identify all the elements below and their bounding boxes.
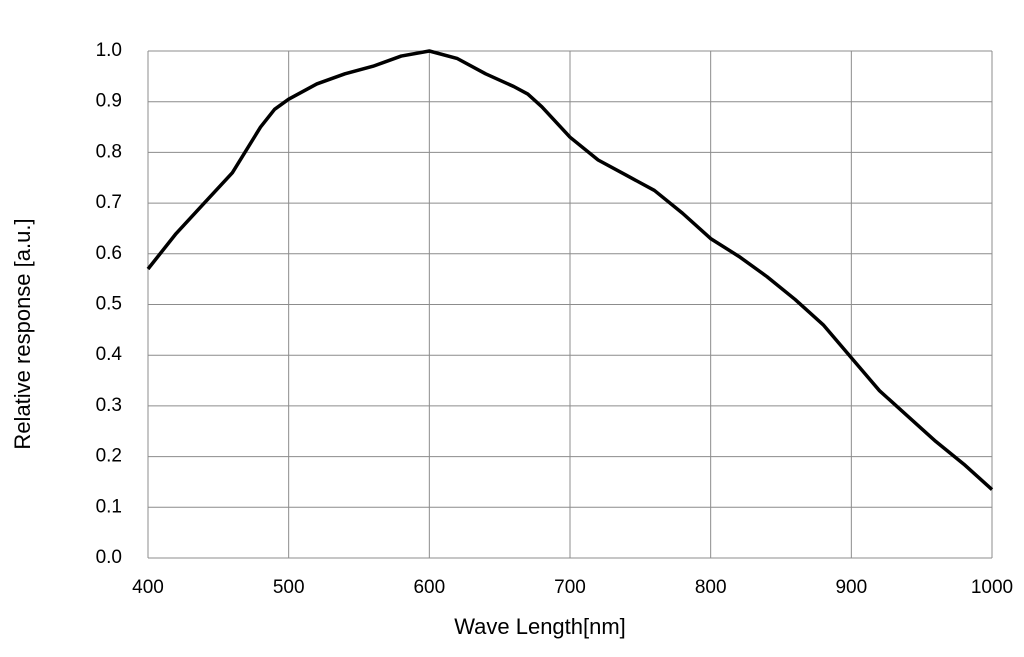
- y-tick-label: 1.0: [96, 40, 122, 61]
- y-tick-label: 0.5: [96, 294, 122, 315]
- y-tick-label: 0.4: [96, 344, 123, 365]
- y-tick-label: 0.2: [96, 446, 122, 467]
- x-axis-title: Wave Length[nm]: [454, 614, 626, 639]
- x-tick-label: 700: [554, 577, 586, 598]
- y-tick-label: 0.3: [96, 395, 122, 416]
- y-tick-label: 0.8: [96, 141, 122, 162]
- y-tick-label: 0.0: [96, 547, 122, 568]
- x-tick-label: 900: [835, 577, 867, 598]
- y-tick-label: 0.6: [96, 243, 122, 264]
- y-tick-label: 0.1: [96, 496, 122, 517]
- y-axis-title: Relative response [a.u.]: [10, 218, 35, 449]
- x-tick-label: 400: [132, 577, 164, 598]
- y-tick-label: 0.9: [96, 91, 122, 112]
- y-tick-label: 0.7: [96, 192, 122, 213]
- x-tick-label: 1000: [971, 577, 1013, 598]
- x-tick-label: 600: [413, 577, 445, 598]
- x-tick-label: 500: [273, 577, 305, 598]
- line: [146, 49, 994, 491]
- x-tick-label: 800: [695, 577, 727, 598]
